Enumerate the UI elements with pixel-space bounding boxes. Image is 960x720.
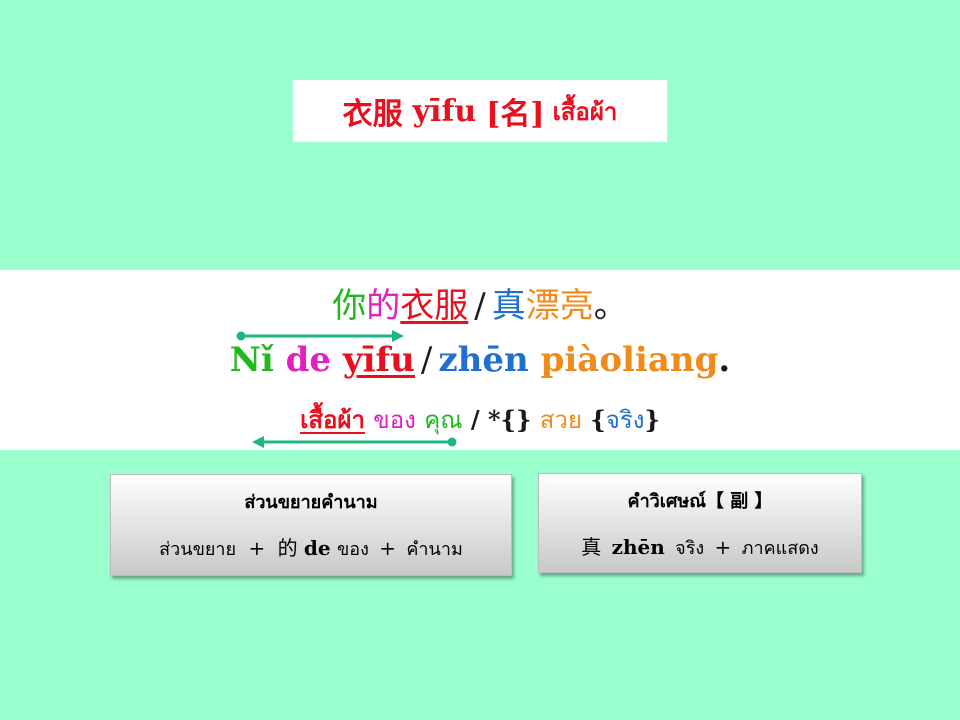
adverb-rule-heading: คำวิเศษณ์【 副 】 — [627, 491, 773, 512]
vocab-title: 衣服 yīfu [名] เสื้อผ้า — [293, 80, 667, 142]
modifier-rule-heading: ส่วนขยายคำนาม — [244, 492, 378, 513]
formula-pinyin-zhen: zhēn — [611, 535, 665, 559]
formula-pinyin-de: de — [303, 536, 331, 560]
title-hanzi: 衣服 — [342, 97, 403, 132]
thai-khong: ของ — [373, 406, 416, 434]
title-pos: [名] — [486, 97, 545, 132]
separator-braces: / *{} — [470, 405, 532, 434]
pinyin-piaoliang: piàoliang — [540, 340, 719, 380]
formula-modifier: ส่วนขยาย — [159, 539, 237, 560]
formula-meaning: จริง — [675, 538, 705, 559]
thai-suay: สวย — [539, 406, 582, 434]
word-piaoliang: 漂亮 — [525, 286, 594, 326]
thai-khun: คุณ — [424, 406, 463, 434]
period: 。 — [593, 286, 628, 326]
separator: / — [474, 286, 486, 326]
sentence-pinyin-line: Nǐ de yīfu / zhēn piàoliang. — [0, 340, 960, 380]
sentence-hanzi-line: 你的衣服 / 真漂亮。 — [0, 278, 960, 327]
word-ni: 你 — [332, 286, 367, 326]
formula-meaning: ของ — [337, 539, 369, 560]
plus-sign: + — [714, 535, 732, 559]
period: . — [718, 340, 731, 380]
example-sentence-band: 你的衣服 / 真漂亮。 Nǐ de yīfu / zhēn piàoliang. เสื… — [0, 270, 960, 450]
modifier-rule-formula: ส่วนขยาย + 的 de ของ + คำนาม — [111, 532, 511, 563]
formula-noun: คำนาม — [406, 539, 463, 560]
upper-arrow-head — [392, 330, 404, 342]
plus-sign: + — [379, 536, 397, 560]
formula-hanzi-zhen: 真 — [581, 535, 602, 559]
adverb-rule-box: คำวิเศษณ์【 副 】 真 zhēn จริง + ภาคแสดง — [538, 473, 862, 573]
lower-arrow-dot — [447, 437, 457, 447]
plus-sign: + — [248, 536, 266, 560]
pinyin-yifu: yīfu — [342, 340, 415, 380]
title-thai: เสื้อผ้า — [552, 97, 618, 126]
thai-jing: จริง — [605, 406, 645, 434]
separator: / — [420, 340, 433, 380]
pinyin-ni: Nǐ — [229, 340, 274, 380]
thai-seua-pha: เสื้อผ้า — [300, 406, 365, 434]
lower-arrow-head — [252, 436, 264, 448]
arrow-decor — [236, 330, 457, 448]
pinyin-de: de — [285, 340, 332, 380]
word-zhen: 真 — [491, 286, 526, 326]
title-pinyin: yīfu — [412, 93, 477, 129]
pinyin-zhen: zhēn — [438, 340, 529, 380]
brace-close: } — [644, 405, 660, 434]
formula-hanzi-de: 的 — [277, 536, 298, 560]
adverb-rule-formula: 真 zhēn จริง + ภาคแสดง — [539, 531, 861, 562]
formula-predicate: ภาคแสดง — [741, 538, 819, 559]
word-yifu: 衣服 — [400, 286, 469, 326]
word-de: 的 — [366, 286, 401, 326]
modifier-rule-box: ส่วนขยายคำนาม ส่วนขยาย + 的 de ของ + คำนา… — [110, 474, 512, 576]
sentence-thai-line: เสื้อผ้า ของ คุณ / *{} สวย {จริง} — [0, 400, 960, 439]
upper-arrow-dot — [236, 331, 246, 341]
brace-open: { — [590, 405, 606, 434]
